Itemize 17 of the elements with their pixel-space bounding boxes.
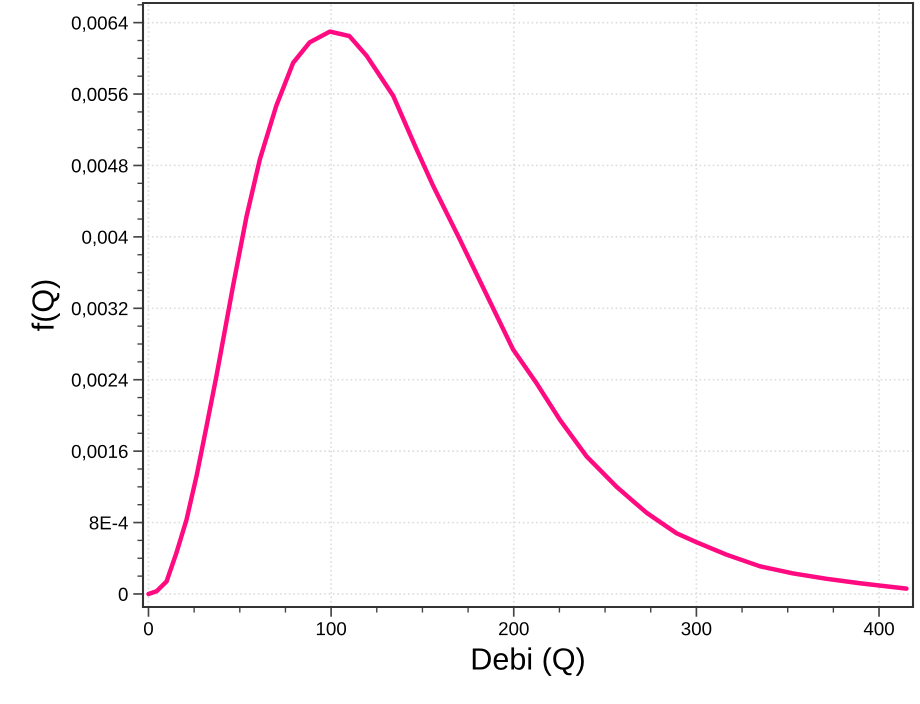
y-tick-label: 0,0032 [72,302,128,318]
y-tick-label: 0,0016 [72,444,128,460]
y-tick-label: 0,0056 [72,88,128,104]
x-tick-label: 200 [499,622,529,636]
x-axis-title: Debi (Q) [472,647,584,676]
line-series [146,29,909,596]
y-tick-label: 0,004 [82,230,128,246]
y-tick-label: 0,0064 [72,16,128,32]
x-tick-label: 100 [316,622,346,636]
x-tick-label: 300 [681,622,712,636]
y-tick-label: 0 [118,588,128,601]
y-axis-title: f(Q) [31,280,60,331]
x-tick-label: 400 [864,622,894,636]
y-tick-label: 8E-4 [90,516,128,530]
x-tick-label: 0 [144,622,153,636]
y-tick-label: 0,0024 [72,373,128,389]
y-tick-label: 0,0048 [72,159,128,175]
